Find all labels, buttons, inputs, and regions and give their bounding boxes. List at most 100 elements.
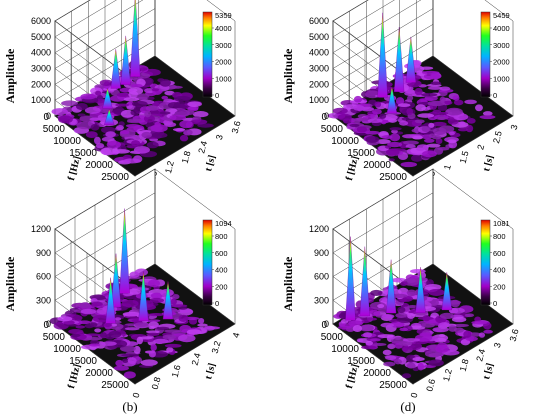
surface-patch bbox=[121, 299, 139, 308]
surface-patch bbox=[398, 340, 413, 346]
colorbar-tick-label: 3000 bbox=[493, 41, 510, 50]
frequency-tick-label: 5000 bbox=[321, 124, 344, 135]
peak-5 bbox=[104, 108, 115, 125]
surface-patch bbox=[80, 93, 97, 100]
surface-patch bbox=[147, 96, 155, 100]
amplitude-tick-label: 2000 bbox=[309, 79, 329, 89]
surface-patch bbox=[421, 150, 437, 158]
surface-patch bbox=[390, 277, 407, 283]
surface-patch bbox=[380, 322, 394, 328]
colorbar-tick-label: 0 bbox=[493, 91, 497, 100]
surface-patch bbox=[353, 95, 363, 103]
peak-3 bbox=[405, 36, 417, 83]
surface-patch bbox=[381, 135, 393, 140]
surface-patch bbox=[377, 304, 385, 309]
surface-patch bbox=[105, 131, 116, 138]
surface-patch bbox=[115, 103, 130, 107]
amplitude-tick-label: 5000 bbox=[31, 32, 51, 42]
surface-patch bbox=[428, 288, 445, 296]
surface-patch bbox=[435, 344, 449, 353]
surface-patch bbox=[482, 111, 493, 116]
time-ticks: 0 0.8 1.6 2.4 3.2 4 bbox=[131, 332, 242, 399]
amplitude-tick-label: 4000 bbox=[31, 48, 51, 58]
colorbar-tick-label: 2000 bbox=[215, 58, 232, 67]
surface-patch bbox=[443, 100, 453, 105]
surface-patch bbox=[417, 113, 435, 118]
frequency-tick-label: 15000 bbox=[347, 356, 375, 367]
surface-patch bbox=[148, 313, 165, 317]
time-tick-label: 4 bbox=[231, 332, 242, 339]
surface-patch bbox=[394, 359, 402, 365]
amplitude-tick-label: 0 bbox=[46, 319, 51, 329]
frequency-tick-label: 10000 bbox=[53, 344, 81, 355]
surface-patch bbox=[141, 131, 153, 139]
colorbar: 1094 800 600 400 200 0 bbox=[202, 219, 232, 308]
frequency-tick-label: 20000 bbox=[363, 368, 391, 379]
frequency-tick-label: 0 bbox=[321, 112, 327, 123]
surface-patch bbox=[415, 104, 426, 112]
time-tick-label: 3 bbox=[509, 124, 520, 131]
amplitude-tick-label: 5000 bbox=[309, 32, 329, 42]
surface-patch bbox=[151, 88, 160, 92]
surface-patch bbox=[372, 108, 382, 115]
peak-3 bbox=[105, 277, 116, 324]
surface-patch bbox=[407, 312, 416, 319]
surface-patch bbox=[75, 102, 88, 111]
surface-patch bbox=[108, 330, 122, 338]
frequency-tick-label: 10000 bbox=[331, 344, 359, 355]
colorbar-tick-label: 800 bbox=[215, 232, 228, 241]
amplitude-tick-label: 3000 bbox=[309, 64, 329, 74]
time-ticks: 0 0.6 1.2 1.82.4 3 3.6 bbox=[409, 328, 521, 399]
surface-patch bbox=[144, 110, 152, 118]
surface-patch bbox=[332, 107, 348, 115]
surface-patch bbox=[128, 87, 144, 95]
surface-patch bbox=[361, 345, 377, 350]
surface-patch bbox=[197, 323, 208, 327]
surface-patch bbox=[148, 350, 156, 358]
frequency-tick-label: 25000 bbox=[379, 172, 407, 183]
amplitude-tick-label: 1200 bbox=[309, 224, 329, 234]
surface-patch bbox=[352, 324, 363, 332]
surface-patch bbox=[389, 133, 401, 142]
surface-patch bbox=[116, 92, 129, 97]
frequency-tick-label: 5000 bbox=[321, 332, 344, 343]
surface-patch bbox=[384, 355, 397, 361]
colorbar-max-label: 5459 bbox=[493, 11, 510, 20]
surface-patch bbox=[438, 125, 455, 133]
colorbar-tick-label: 400 bbox=[493, 266, 506, 275]
surface-patch bbox=[367, 118, 383, 124]
surface-patch bbox=[88, 343, 101, 347]
colorbar-tick-label: 200 bbox=[215, 282, 228, 291]
surface-patch bbox=[365, 136, 380, 143]
surface-patch bbox=[124, 327, 140, 331]
surface-patch bbox=[113, 149, 131, 154]
surface-patch bbox=[63, 320, 75, 325]
colorbar: 1081 800 600 400 200 0 bbox=[480, 219, 510, 308]
surface-patch bbox=[162, 334, 177, 340]
surface-patch bbox=[401, 373, 412, 379]
frequency-tick-label: 5000 bbox=[43, 124, 66, 135]
time-tick-label: 1.2 bbox=[163, 160, 176, 175]
surface-patch bbox=[95, 90, 102, 96]
surface-patch bbox=[402, 338, 421, 342]
frequency-tick-label: 20000 bbox=[363, 160, 391, 171]
surface-patch bbox=[397, 103, 411, 108]
surface-patch bbox=[123, 371, 136, 379]
surface-patch bbox=[382, 349, 392, 356]
surface-patch bbox=[85, 131, 98, 138]
colorbar-tick-label: 3000 bbox=[215, 41, 232, 50]
peak-4 bbox=[102, 88, 113, 109]
surface-patch bbox=[172, 294, 180, 300]
frequency-tick-label: 15000 bbox=[347, 148, 375, 159]
surface-patch bbox=[164, 90, 175, 96]
surface-patch bbox=[439, 86, 451, 91]
surface-patch bbox=[397, 306, 406, 314]
peak-2 bbox=[393, 27, 405, 92]
surface-patch bbox=[146, 332, 160, 336]
amplitude-axis-label: Amplitude bbox=[3, 48, 17, 103]
surface-patch bbox=[406, 289, 417, 297]
surface-patch bbox=[134, 322, 149, 327]
surface-patch bbox=[71, 333, 81, 338]
surface-patch bbox=[365, 130, 380, 135]
colorbar: 5359 4000 3000 2000 1000 0 bbox=[202, 11, 232, 100]
